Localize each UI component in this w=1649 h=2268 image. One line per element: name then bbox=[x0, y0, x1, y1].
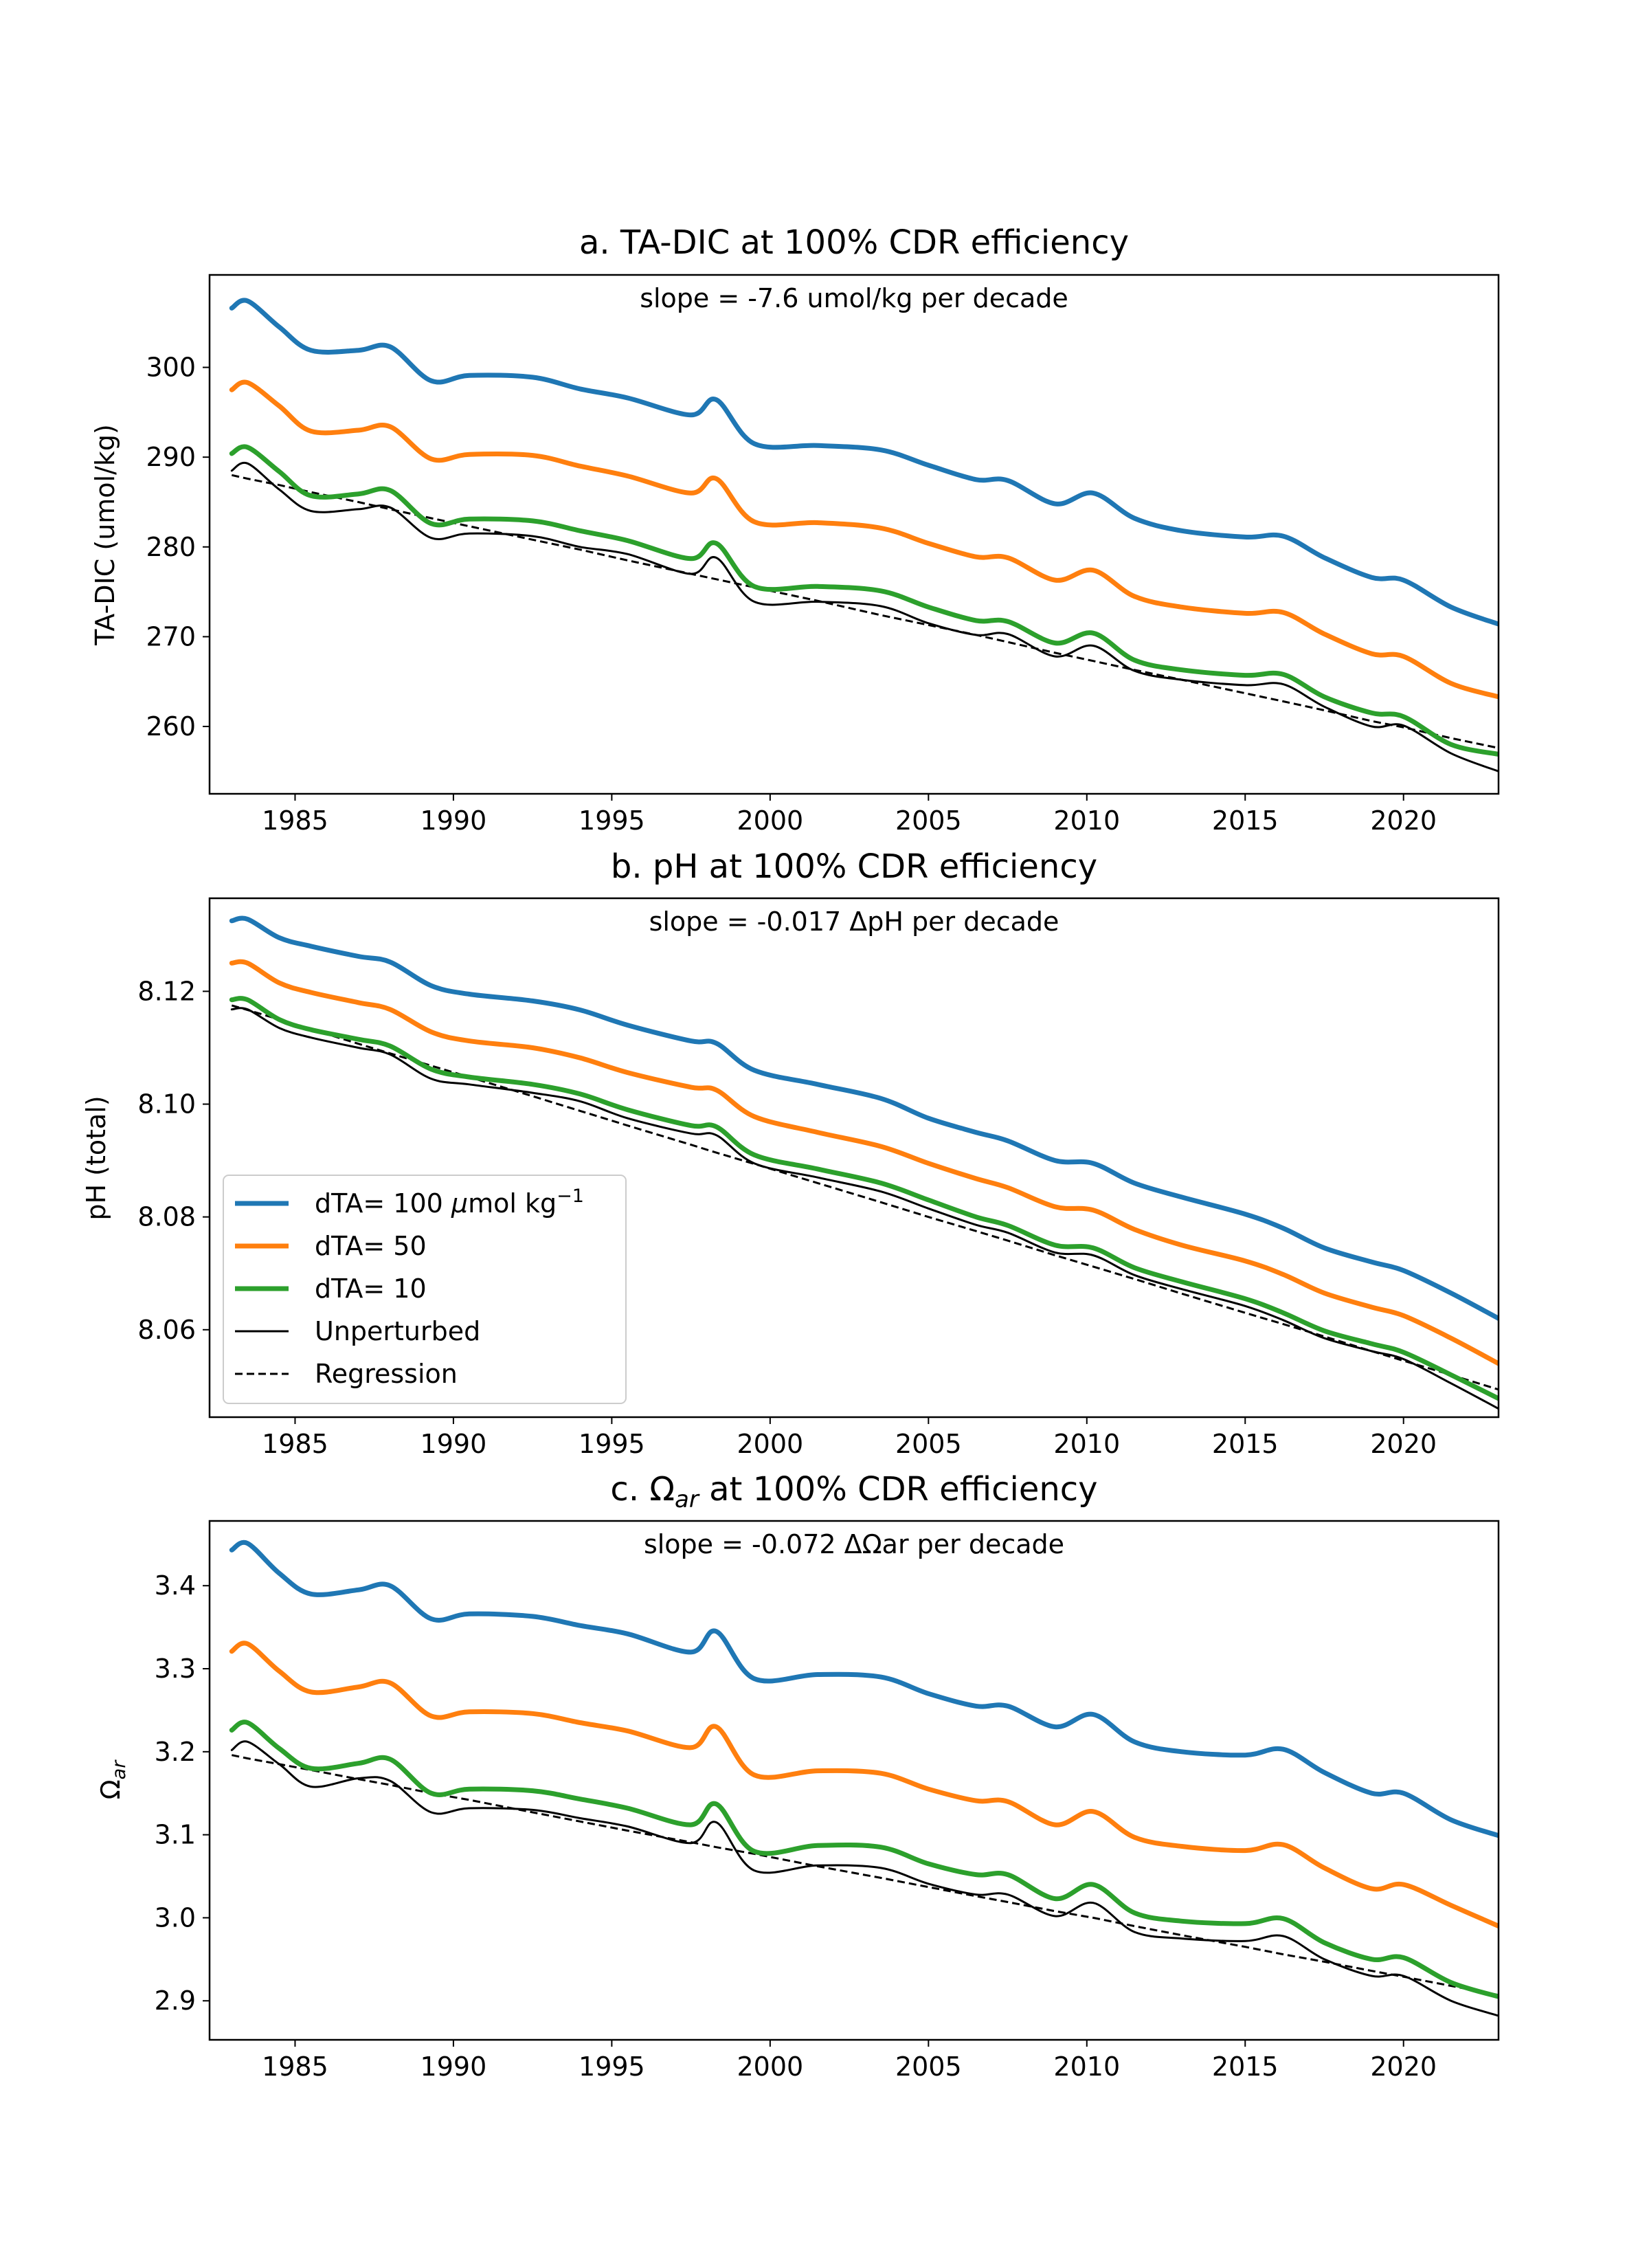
panel-c-plot-content bbox=[229, 1539, 1499, 2017]
panel-a-xtick-label-2005: 2005 bbox=[895, 805, 962, 836]
panel-c-xtick-label-2010: 2010 bbox=[1053, 2052, 1120, 2082]
panel-b-slope-annotation: slope = -0.017 ΔpH per decade bbox=[649, 907, 1059, 937]
legend-entry-dTA10: dTA= 10 bbox=[235, 1274, 427, 1304]
panel-a-ticks: 1985 1990 1995 2000 2005 2010 2015 2020 260 270 28… bbox=[146, 353, 1437, 836]
panel-a-frame bbox=[208, 274, 1500, 795]
panel-c-series-dTA10 bbox=[229, 1720, 1499, 1999]
panel-a-title: a. TA-DIC at 100% CDR efficiency bbox=[579, 223, 1129, 262]
legend-label-unperturbed: Unperturbed bbox=[315, 1316, 480, 1346]
panel-b: b. pH at 100% CDR efficiency 1985 1990 199… bbox=[81, 847, 1500, 1459]
legend-label-dTA100: dTA= 100 μmol kg−1 bbox=[315, 1186, 584, 1219]
panel-b-ytick-label-8.06: 8.06 bbox=[137, 1315, 196, 1345]
panel-c-series-unperturbed bbox=[230, 1740, 1499, 2017]
panel-c-series-dTA100 bbox=[229, 1539, 1499, 1838]
panel-b-ytick-label-8.08: 8.08 bbox=[137, 1202, 196, 1232]
panel-a-xtick-label-1990: 1990 bbox=[420, 805, 487, 836]
panel-a-xtick-label-1985: 1985 bbox=[262, 805, 328, 836]
panel-b-xtick-label-2020: 2020 bbox=[1370, 1429, 1437, 1459]
panel-c-ytick-label-3.3: 3.3 bbox=[155, 1654, 196, 1684]
panel-a-xtick-label-1995: 1995 bbox=[579, 805, 645, 836]
panel-b-ticks: 1985 1990 1995 2000 2005 2010 2015 2020 8.06 8.08… bbox=[137, 976, 1437, 1459]
panel-c-ylabel: Ωar bbox=[96, 1759, 130, 1800]
panel-c-xtick-label-2020: 2020 bbox=[1370, 2052, 1437, 2082]
panel-a: a. TA-DIC at 100% CDR efficiency 1985 199… bbox=[90, 223, 1500, 836]
panel-c-title: c. Ωar at 100% CDR efficiency bbox=[610, 1470, 1097, 1513]
legend: dTA= 100 μmol kg−1 dTA= 50 dTA= 10 Unper… bbox=[223, 1175, 627, 1404]
panel-b-frame bbox=[208, 897, 1500, 1419]
panel-a-xtick-label-2010: 2010 bbox=[1053, 805, 1120, 836]
panel-c-xtick-label-2005: 2005 bbox=[895, 2052, 962, 2082]
panel-a-series-dTA10 bbox=[229, 444, 1499, 757]
panel-a-series-regression bbox=[231, 474, 1499, 749]
panel-a-ytick-label-280: 280 bbox=[146, 532, 196, 562]
panel-b-xtick-label-2010: 2010 bbox=[1053, 1429, 1120, 1459]
panel-c-ytick-label-3.1: 3.1 bbox=[155, 1820, 196, 1850]
panel-a-ytick-label-300: 300 bbox=[146, 353, 196, 383]
panel-a-ytick-label-270: 270 bbox=[146, 621, 196, 652]
legend-entry-dTA50: dTA= 50 bbox=[235, 1231, 427, 1261]
panel-b-xtick-label-1985: 1985 bbox=[262, 1429, 328, 1459]
panel-a-series-dTA50 bbox=[229, 379, 1499, 700]
panel-c-xtick-label-2015: 2015 bbox=[1212, 2052, 1279, 2082]
panel-b-ylabel: pH (total) bbox=[81, 1096, 111, 1220]
panel-a-xtick-label-2015: 2015 bbox=[1212, 805, 1279, 836]
panel-b-ytick-label-8.12: 8.12 bbox=[137, 976, 196, 1006]
panel-b-series-dTA50 bbox=[229, 959, 1499, 1366]
panel-a-plot-content bbox=[229, 298, 1499, 772]
panel-c-ytick-label-3.4: 3.4 bbox=[155, 1570, 196, 1601]
panel-b-ytick-label-8.1: 8.10 bbox=[137, 1089, 196, 1120]
legend-label-dTA10: dTA= 10 bbox=[315, 1274, 427, 1304]
panel-a-series-dTA100 bbox=[229, 298, 1499, 627]
panel-a-xtick-label-2000: 2000 bbox=[737, 805, 803, 836]
panel-a-series-unperturbed bbox=[230, 461, 1499, 772]
panel-a-ytick-label-290: 290 bbox=[146, 442, 196, 472]
panel-c-xtick-label-2000: 2000 bbox=[737, 2052, 803, 2082]
panel-c-ytick-label-3.2: 3.2 bbox=[155, 1737, 196, 1767]
panel-c-frame bbox=[208, 1520, 1500, 2041]
legend-label-dTA50: dTA= 50 bbox=[315, 1231, 427, 1261]
panel-b-plot-content bbox=[229, 915, 1499, 1410]
legend-entry-dTA100: dTA= 100 μmol kg−1 bbox=[235, 1186, 584, 1219]
panel-b-series-dTA100 bbox=[229, 915, 1499, 1321]
panel-c-series-dTA50 bbox=[229, 1641, 1499, 1928]
panel-c-ytick-label-2.9: 2.9 bbox=[155, 1986, 196, 2016]
panel-b-xtick-label-2000: 2000 bbox=[737, 1429, 803, 1459]
panel-b-series-regression bbox=[231, 1004, 1499, 1391]
panel-c-xtick-label-1995: 1995 bbox=[579, 2052, 645, 2082]
panel-c-ytick-label-3: 3.0 bbox=[155, 1902, 196, 1933]
panel-a-slope-annotation: slope = -7.6 umol/kg per decade bbox=[640, 283, 1068, 313]
panel-c-xtick-label-1985: 1985 bbox=[262, 2052, 328, 2082]
panel-c-ticks: 1985 1990 1995 2000 2005 2010 2015 2020 2.9 3.0 3.… bbox=[155, 1570, 1437, 2082]
panel-b-series-dTA10 bbox=[229, 996, 1499, 1401]
panel-c-xtick-label-1990: 1990 bbox=[420, 2052, 487, 2082]
legend-box bbox=[223, 1175, 627, 1404]
panel-a-xtick-label-2020: 2020 bbox=[1370, 805, 1437, 836]
panel-b-xtick-label-1995: 1995 bbox=[579, 1429, 645, 1459]
panel-b-xtick-label-1990: 1990 bbox=[420, 1429, 487, 1459]
panel-c-slope-annotation: slope = -0.072 ΔΩar per decade bbox=[644, 1529, 1064, 1559]
panel-b-series-unperturbed bbox=[230, 1007, 1499, 1410]
panel-c-series-regression bbox=[231, 1754, 1499, 1997]
legend-entry-regression: Regression bbox=[235, 1359, 458, 1389]
panel-b-xtick-label-2015: 2015 bbox=[1212, 1429, 1279, 1459]
panel-c: c. Ωar at 100% CDR efficiency 1985 1990 19… bbox=[96, 1470, 1500, 2082]
legend-label-regression: Regression bbox=[315, 1359, 458, 1389]
legend-entry-unperturbed: Unperturbed bbox=[235, 1316, 480, 1346]
panel-a-ytick-label-260: 260 bbox=[146, 711, 196, 742]
panel-b-xtick-label-2005: 2005 bbox=[895, 1429, 962, 1459]
panel-b-title: b. pH at 100% CDR efficiency bbox=[611, 847, 1097, 886]
panel-a-ylabel: TA-DIC (umol/kg) bbox=[90, 424, 120, 646]
